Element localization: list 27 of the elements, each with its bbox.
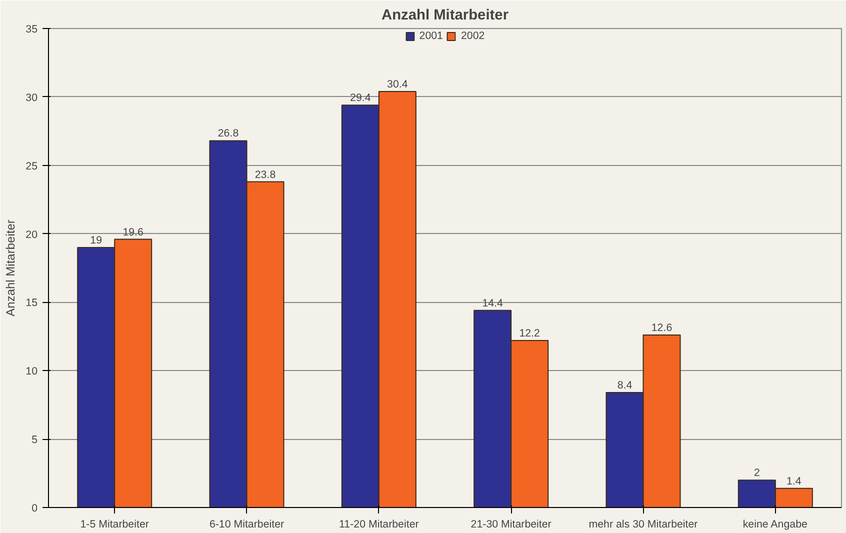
chart-title: Anzahl Mitarbeiter: [381, 8, 509, 24]
data-label: 30.4: [387, 78, 408, 90]
data-label: 26.8: [218, 128, 239, 140]
x-tick-label: 1-5 Mitarbeiter: [80, 518, 150, 530]
data-label: 2: [754, 467, 760, 480]
y-tick-label: 5: [32, 434, 38, 446]
x-tick-label: 11-20 Mitarbeiter: [339, 518, 420, 530]
y-axis-title: Anzahl Mitarbeiter: [4, 220, 18, 316]
y-tick-label: 15: [26, 297, 38, 310]
y-tick-label: 20: [26, 228, 38, 241]
y-tick-label: 10: [26, 366, 38, 378]
legend-label: 2002: [461, 30, 485, 42]
y-tick-label: 30: [26, 92, 38, 104]
y-tick-label: 0: [32, 502, 38, 514]
data-label: 19: [90, 234, 102, 246]
y-tick-label: 25: [26, 160, 38, 172]
data-label: 12.6: [651, 322, 672, 334]
data-label: 1.4: [786, 475, 802, 488]
y-tick-label: 35: [26, 24, 38, 36]
x-tick-label: mehr als 30 Mitarbeiter: [588, 518, 698, 530]
x-tick-label: 21-30 Mitarbeiter: [470, 518, 552, 530]
x-tick-label: keine Angabe: [742, 518, 808, 530]
data-label: 8.4: [617, 380, 632, 392]
x-tick-label: 6-10 Mitarbeiter: [209, 518, 285, 530]
data-label: 23.8: [254, 168, 276, 181]
legend-label: 2001: [419, 30, 443, 42]
data-label: 12.2: [519, 328, 540, 340]
